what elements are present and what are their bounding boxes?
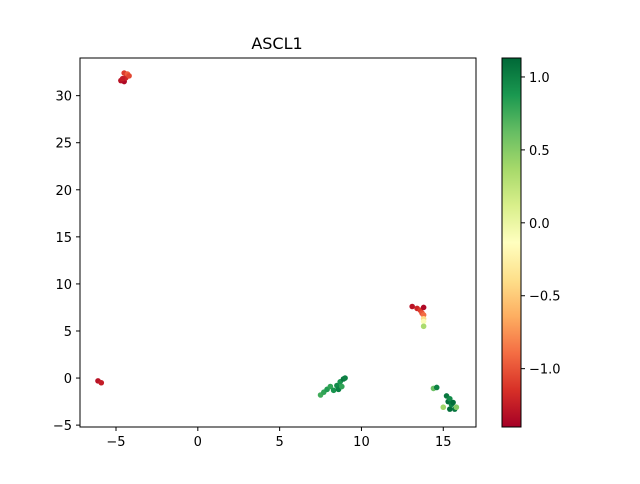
scatter-point	[433, 384, 440, 391]
x-tick-label: 0	[194, 435, 202, 450]
x-tick-label: 10	[353, 435, 370, 450]
y-axis: −5 0 5 10 15 20 25 30	[53, 90, 80, 434]
y-tick-label: 30	[55, 90, 72, 105]
x-tick-label: 15	[435, 435, 452, 450]
colorbar-ticks: −1.0 −0.5 0.0 0.5 1.0	[521, 71, 561, 378]
x-tick-label: 5	[275, 435, 283, 450]
scatter-point	[330, 387, 337, 394]
x-axis: −5 0 5 10 15	[106, 427, 452, 450]
colorbar-tick-label: −1.0	[529, 363, 561, 378]
scatter-point	[98, 379, 105, 386]
scatter-point	[420, 318, 427, 325]
y-tick-label: 0	[64, 372, 72, 387]
scatter-point	[409, 303, 415, 310]
x-tick-label: −5	[106, 435, 125, 450]
scatter-point	[119, 75, 126, 82]
chart-title: ASCL1	[251, 34, 302, 53]
y-tick-label: 10	[55, 278, 72, 293]
scatter-point	[342, 375, 348, 381]
scatter-point	[339, 383, 345, 390]
scatter-point	[447, 406, 453, 412]
colorbar-tick-label: 1.0	[529, 71, 550, 86]
y-tick-label: 15	[55, 231, 72, 246]
colorbar-tick-label: 0.0	[529, 217, 550, 232]
scatter-point	[420, 304, 427, 311]
y-tick-label: −5	[53, 419, 72, 434]
y-tick-label: 20	[55, 184, 72, 199]
scatter-point	[126, 73, 132, 79]
scatter-point	[420, 323, 427, 330]
colorbar	[501, 57, 522, 428]
colorbar-tick-label: −0.5	[529, 290, 561, 305]
plot-frame	[79, 57, 477, 428]
scatter-point	[453, 404, 460, 411]
scatter-point	[447, 395, 453, 402]
y-tick-label: 5	[64, 325, 72, 340]
y-tick-label: 25	[55, 137, 72, 152]
colorbar-tick-label: 0.5	[529, 144, 550, 159]
scatter-point	[450, 399, 456, 406]
scatter-point	[440, 404, 447, 411]
scatter-point	[327, 383, 334, 390]
scatter-points	[95, 70, 460, 412]
